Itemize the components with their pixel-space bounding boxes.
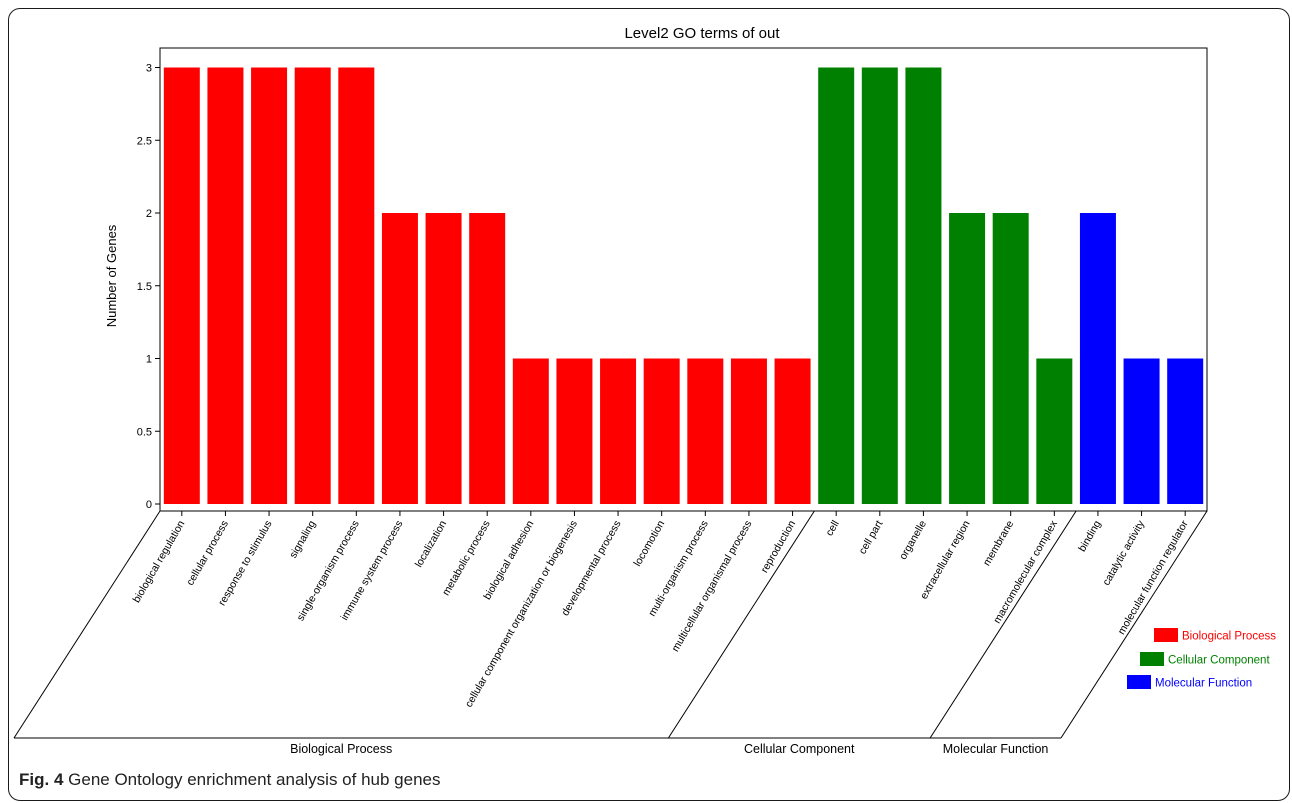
bar: [600, 358, 637, 504]
bar: [818, 67, 855, 504]
bar: [643, 358, 680, 504]
legend-swatch: [1140, 652, 1164, 666]
figure-caption: Fig. 4 Gene Ontology enrichment analysis…: [19, 770, 440, 790]
y-tick-label: 0.5: [137, 426, 152, 438]
legend-swatch: [1154, 628, 1178, 642]
bar: [992, 213, 1029, 504]
bar: [905, 67, 942, 504]
figure-label: Fig. 4: [19, 770, 64, 789]
y-tick-label: 3: [146, 63, 152, 75]
y-tick-label: 0: [146, 499, 152, 511]
bar: [861, 67, 898, 504]
x-tick-label: cell: [824, 519, 842, 539]
x-tick-label: multicellular organismal process: [669, 519, 754, 654]
bar-series: [163, 67, 1204, 504]
group-divider: [929, 510, 1077, 739]
bar: [207, 67, 244, 504]
x-tick-label: localization: [413, 518, 449, 569]
bar: [338, 67, 375, 504]
group-divider: [667, 510, 815, 739]
bar: [949, 213, 986, 504]
y-tick-label: 1.5: [137, 281, 152, 293]
legend: Biological Process Cellular Component Mole…: [1127, 628, 1276, 690]
bar: [730, 358, 767, 504]
bar: [1079, 213, 1116, 504]
x-tick-label: biological regulation: [131, 518, 188, 605]
bar: [294, 67, 331, 504]
chart-title: Level2 GO terms of out: [624, 25, 780, 42]
y-tick-label: 2.5: [137, 135, 152, 147]
bar: [163, 67, 200, 504]
bar: [381, 213, 418, 504]
x-tick-label: cell part: [857, 518, 886, 556]
x-tick-label: catalytic activity: [1100, 518, 1147, 588]
x-tick-label: organelle: [897, 518, 929, 562]
bar: [1036, 358, 1073, 504]
bar: [512, 358, 549, 504]
bar: [425, 213, 462, 504]
y-tick-label: 1: [146, 354, 152, 366]
y-tick-label: 2: [146, 208, 152, 220]
y-axis-label: Number of Genes: [104, 224, 119, 327]
bar: [251, 67, 288, 504]
figure-caption-text: Gene Ontology enrichment analysis of hub…: [68, 770, 441, 789]
x-tick-label: extracellular region: [918, 518, 973, 601]
x-tick-label: locomotion: [632, 518, 668, 568]
x-tick-label: signaling: [287, 518, 318, 560]
y-axis: 0 0.5 1 1.5 2 2.5 3: [137, 63, 160, 511]
category-groups: Biological Process Cellular Component Mole…: [13, 510, 1208, 756]
bar: [1123, 358, 1160, 504]
group-divider: [1060, 510, 1208, 739]
x-tick-label: binding: [1076, 518, 1103, 553]
legend-label: Cellular Component: [1168, 655, 1270, 667]
legend-label: Biological Process: [1182, 631, 1276, 643]
bar: [556, 358, 593, 504]
legend-label: Molecular Function: [1155, 678, 1252, 690]
x-tick-label: membrane: [981, 518, 1017, 568]
group-divider: [13, 510, 161, 739]
bar: [774, 358, 811, 504]
plot-area: [159, 47, 1208, 512]
bar: [1167, 358, 1204, 504]
bar: [469, 213, 506, 504]
bar: [687, 358, 724, 504]
group-label: Cellular Component: [744, 742, 855, 756]
group-label: Biological Process: [290, 742, 392, 756]
figure-frame: [8, 8, 1290, 801]
x-tick-label: metabolic process: [440, 519, 493, 598]
x-tick-label: cellular process: [184, 519, 231, 588]
legend-swatch: [1127, 675, 1151, 689]
group-label: Molecular Function: [943, 742, 1049, 756]
